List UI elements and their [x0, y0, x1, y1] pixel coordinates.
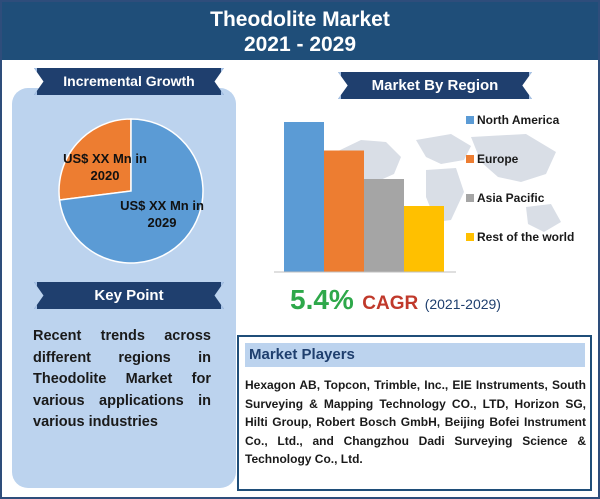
bar-series [274, 122, 456, 273]
bar-rest-of-the-world [404, 206, 444, 272]
legend-swatch-north-america [466, 116, 474, 124]
bar-europe [324, 150, 364, 272]
pie-label-2020: US$ XX Mn in 2020 [63, 151, 147, 183]
incremental-growth-heading: Incremental Growth [34, 68, 224, 95]
legend-swatch-rest-of-the-world [466, 233, 474, 241]
market-by-region-chart: North America Europe Asia Pacific Rest of t… [266, 112, 586, 280]
pie-chart [58, 118, 204, 264]
market-by-region-heading: Market By Region [338, 72, 532, 99]
key-point-text: Recent trends across different regions i… [33, 328, 211, 430]
legend-label-rest-of-the-world: Rest of the world [477, 230, 574, 244]
legend-swatch-asia-pacific [466, 194, 474, 202]
legend-label-asia-pacific: Asia Pacific [477, 191, 545, 205]
bar-north-america [284, 122, 324, 272]
pie-slice-2020 [58, 118, 132, 201]
cagr-label: CAGR [362, 293, 419, 314]
legend-swatch-europe [466, 155, 474, 163]
page-subtitle: 2021 - 2029 [243, 33, 357, 56]
cagr-block: 5.4% CAGR (2021-2029) [290, 284, 590, 316]
page-title: Theodolite Market [210, 8, 390, 31]
page-header: Theodolite Market 2021 - 2029 [2, 2, 598, 60]
bar-asia-pacific [364, 179, 404, 272]
bar-chart: North America Europe Asia Pacific Rest of t… [274, 113, 574, 273]
key-point-heading: Key Point [34, 282, 224, 309]
pie-slice-2029 [58, 118, 204, 264]
legend-label-europe: Europe [477, 152, 519, 166]
incremental-growth-pie [56, 116, 206, 266]
market-players-heading: Market Players [245, 343, 585, 367]
cagr-period: (2021-2029) [424, 296, 501, 312]
market-players-text: Hexagon AB, Topcon, Trimble, Inc., EIE I… [245, 378, 586, 467]
pie-label-2029: US$ XX Mn in 2029 [120, 198, 204, 230]
market-players-box: Market Players Hexagon AB, Topcon, Trimb… [237, 335, 592, 491]
legend-label-north-america: North America [477, 113, 560, 127]
cagr-value: 5.4% [290, 284, 354, 315]
chart-legend: North America Europe Asia Pacific Rest of t… [466, 113, 574, 244]
